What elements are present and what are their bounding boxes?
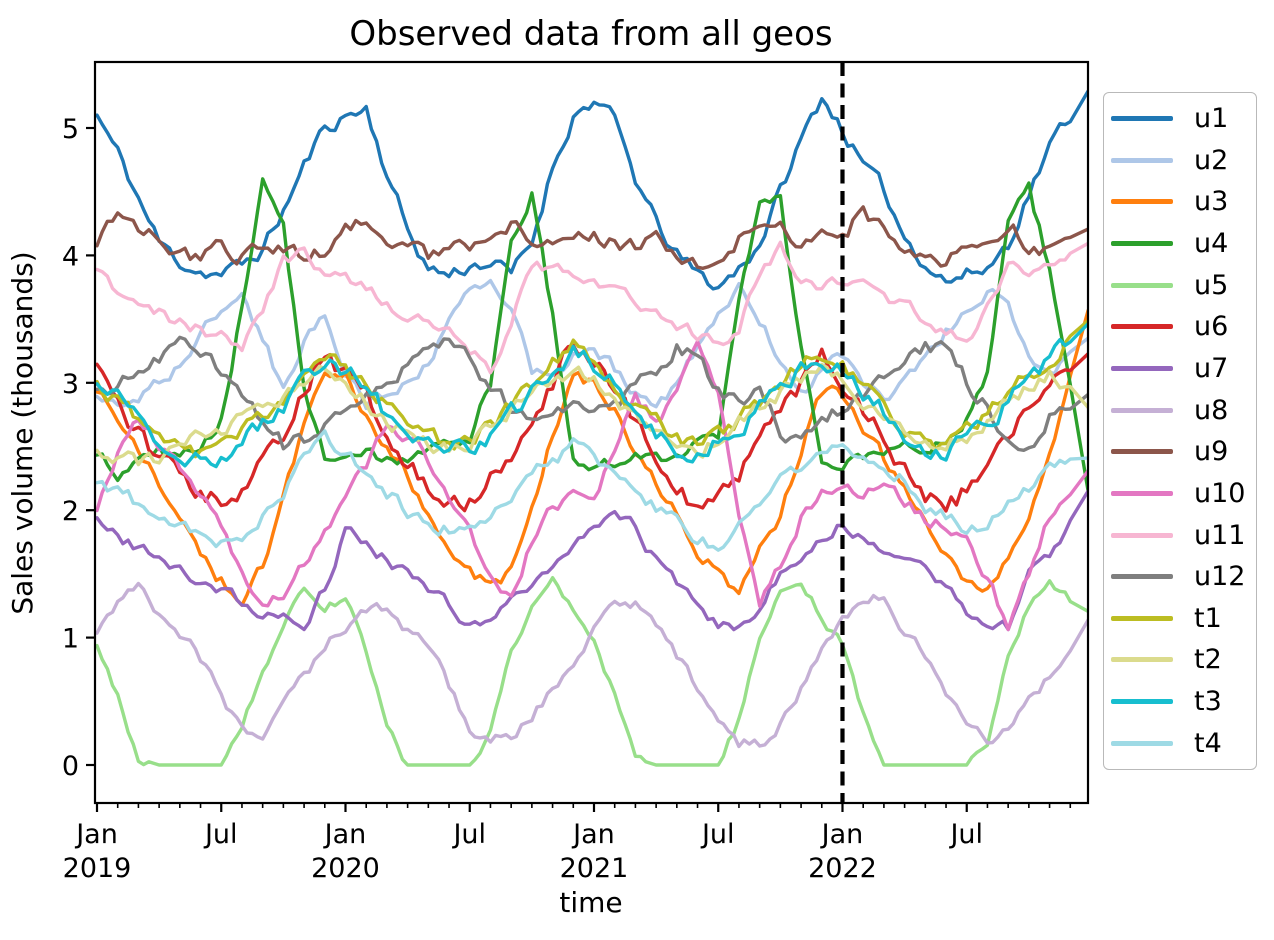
- x-tick-year-label: 2022: [808, 853, 877, 884]
- series-line-u9: [95, 205, 1088, 270]
- legend-label-t4: t4: [1194, 727, 1222, 759]
- legend-swatch-t4: [1111, 740, 1173, 746]
- x-tick-year-label: 2019: [63, 853, 132, 884]
- legend-item-u11: u11: [1104, 515, 1256, 555]
- legend-label-u12: u12: [1194, 561, 1246, 593]
- legend-item-t2: t2: [1104, 640, 1256, 680]
- x-tick-year-label: 2020: [311, 853, 380, 884]
- legend-item-t1: t1: [1104, 598, 1256, 638]
- x-tick-label: Jan: [820, 819, 864, 850]
- legend-swatch-u8: [1111, 407, 1173, 413]
- legend-swatch-u2: [1111, 157, 1173, 163]
- legend-label-u4: u4: [1194, 228, 1229, 260]
- legend-item-t3: t3: [1104, 682, 1256, 722]
- legend-swatch-u9: [1111, 449, 1173, 455]
- legend-label-u5: u5: [1194, 269, 1229, 301]
- legend-label-u10: u10: [1194, 477, 1246, 509]
- legend-swatch-u12: [1111, 574, 1173, 580]
- series-lines: [95, 62, 1088, 803]
- legend-label-u9: u9: [1194, 436, 1229, 468]
- legend-swatch-t3: [1111, 699, 1173, 705]
- legend-item-u9: u9: [1104, 432, 1256, 472]
- legend-label-t1: t1: [1194, 602, 1222, 634]
- chart-title: Observed data from all geos: [349, 14, 832, 54]
- series-line-u11: [95, 240, 1088, 375]
- legend-swatch-t1: [1111, 615, 1173, 621]
- legend-label-u6: u6: [1194, 311, 1229, 343]
- legend-item-u7: u7: [1104, 348, 1256, 388]
- x-tick-label: Jul: [948, 819, 983, 850]
- legend-swatch-u1: [1111, 116, 1173, 122]
- legend-swatch-u11: [1111, 532, 1173, 538]
- x-tick-label: Jul: [700, 819, 735, 850]
- legend-item-u12: u12: [1104, 557, 1256, 597]
- series-line-u8: [95, 581, 1088, 749]
- legend-swatch-u10: [1111, 490, 1173, 496]
- x-tick-label: Jul: [203, 819, 238, 850]
- series-line-u5: [95, 576, 1088, 767]
- series-line-u3: [95, 308, 1088, 607]
- legend-item-u4: u4: [1104, 224, 1256, 264]
- legend-label-u11: u11: [1194, 519, 1246, 551]
- legend-item-u8: u8: [1104, 390, 1256, 430]
- legend-item-u10: u10: [1104, 473, 1256, 513]
- series-line-t3: [95, 322, 1088, 469]
- y-tick-label: 0: [62, 751, 79, 782]
- legend-label-u2: u2: [1194, 144, 1229, 176]
- x-tick-year-label: 2021: [560, 853, 629, 884]
- legend-swatch-u4: [1111, 241, 1173, 247]
- series-line-u7: [95, 489, 1088, 632]
- legend-item-u3: u3: [1104, 182, 1256, 222]
- y-tick-label: 3: [62, 369, 79, 400]
- legend-swatch-u6: [1111, 324, 1173, 330]
- series-line-u1: [95, 89, 1088, 291]
- y-tick-label: 2: [62, 496, 79, 527]
- series-line-u12: [95, 335, 1088, 452]
- series-line-t2: [95, 362, 1088, 467]
- y-tick-label: 5: [62, 114, 79, 145]
- legend-label-u3: u3: [1194, 186, 1229, 218]
- axes-box: [93, 60, 1090, 805]
- legend-label-u1: u1: [1194, 103, 1229, 135]
- y-tick-label: 1: [62, 624, 79, 655]
- x-tick-label: Jul: [451, 819, 486, 850]
- legend-item-t4: t4: [1104, 723, 1256, 763]
- series-line-u4: [95, 177, 1088, 493]
- legend-swatch-u7: [1111, 365, 1173, 371]
- legend-label-u8: u8: [1194, 394, 1229, 426]
- series-line-u10: [95, 339, 1088, 632]
- legend-item-u1: u1: [1104, 99, 1256, 139]
- legend-label-u7: u7: [1194, 352, 1229, 384]
- legend-label-t3: t3: [1194, 686, 1222, 718]
- x-tick-label: Jan: [323, 819, 367, 850]
- series-line-t4: [95, 429, 1088, 552]
- legend-swatch-u5: [1111, 282, 1173, 288]
- legend-item-u2: u2: [1104, 140, 1256, 180]
- y-tick-label: 4: [62, 241, 79, 272]
- legend-label-t2: t2: [1194, 644, 1222, 676]
- x-tick-label: Jan: [571, 819, 615, 850]
- legend: u1 u2 u3 u4 u5 u6 u7 u8 u9 u10 u11 u12 t1 t2 t3 t4: [1103, 92, 1257, 770]
- legend-swatch-t2: [1111, 657, 1173, 663]
- legend-item-u5: u5: [1104, 265, 1256, 305]
- y-axis-label: Sales volume (thousands): [6, 251, 39, 614]
- x-tick-label: Jan: [74, 819, 118, 850]
- legend-swatch-u3: [1111, 199, 1173, 205]
- legend-item-u6: u6: [1104, 307, 1256, 347]
- x-axis-label: time: [559, 886, 622, 919]
